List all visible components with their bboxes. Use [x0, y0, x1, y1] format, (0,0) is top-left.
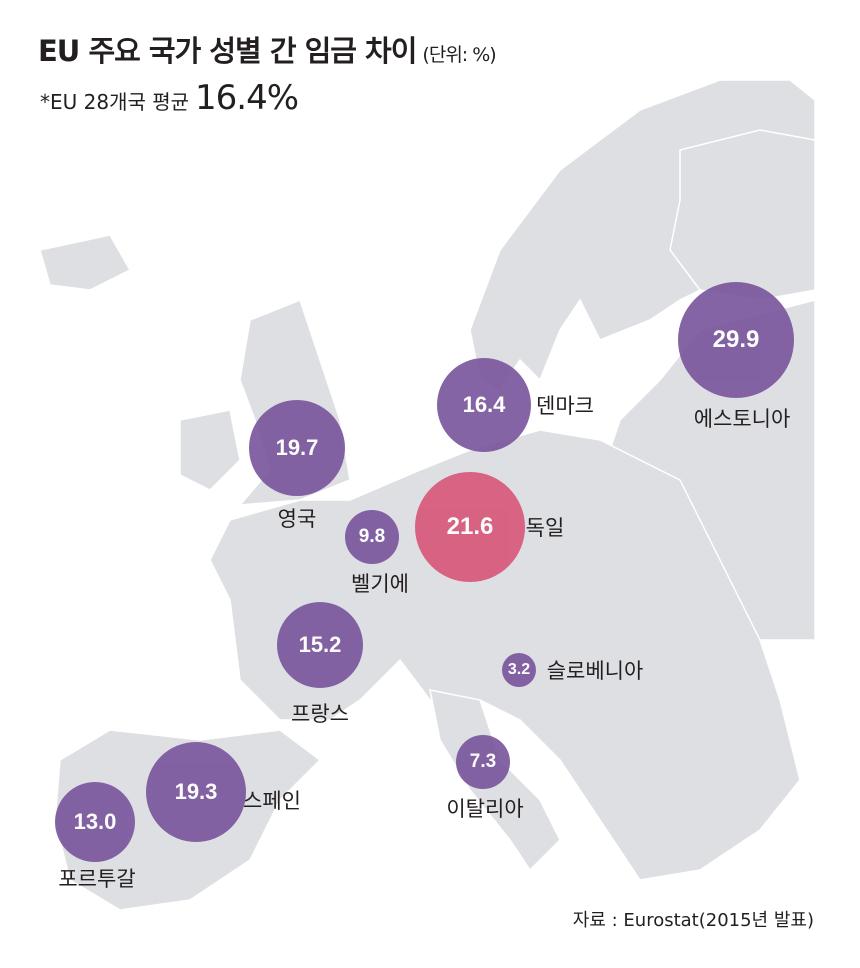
- country-label: 독일: [525, 516, 565, 540]
- finland: [669, 129, 816, 301]
- country-label: 프랑스: [291, 702, 349, 726]
- bubble-5: 15.2: [277, 602, 363, 688]
- bubble-8: 19.3: [146, 742, 246, 842]
- country-label: 포르투갈: [58, 867, 136, 891]
- country-label: 영국: [277, 507, 317, 531]
- eu-average: *EU 28개국 평균 16.4%: [40, 78, 299, 118]
- bubble-3: 21.6: [415, 472, 525, 582]
- country-label: 슬로베니아: [546, 659, 644, 683]
- source-note: 자료 : Eurostat(2015년 발표): [572, 910, 814, 931]
- country-label: 이탈리아: [446, 797, 524, 821]
- country-label: 스페인: [243, 789, 301, 813]
- bubble-7: 7.3: [456, 735, 510, 789]
- eu-average-label: *EU 28개국 평균: [40, 90, 190, 114]
- unit-label: (단위: %): [422, 44, 496, 66]
- country-label: 에스토니아: [693, 407, 791, 431]
- country-label: 덴마크: [536, 394, 594, 418]
- bubble-4: 9.8: [345, 510, 399, 564]
- title-text: EU 주요 국가 성별 간 임금 차이: [38, 34, 417, 68]
- bubble-1: 16.4: [437, 358, 531, 452]
- bubble-0: 29.9: [678, 282, 794, 398]
- bubble-2: 19.7: [249, 400, 345, 496]
- eu-average-value: 16.4%: [195, 78, 299, 118]
- iceland: [39, 234, 132, 291]
- ireland: [179, 409, 241, 491]
- bubble-9: 13.0: [55, 782, 135, 862]
- country-label: 벨기에: [351, 572, 409, 596]
- page-title: EU 주요 국가 성별 간 임금 차이 (단위: %): [38, 28, 497, 70]
- bubble-6: 3.2: [502, 653, 536, 687]
